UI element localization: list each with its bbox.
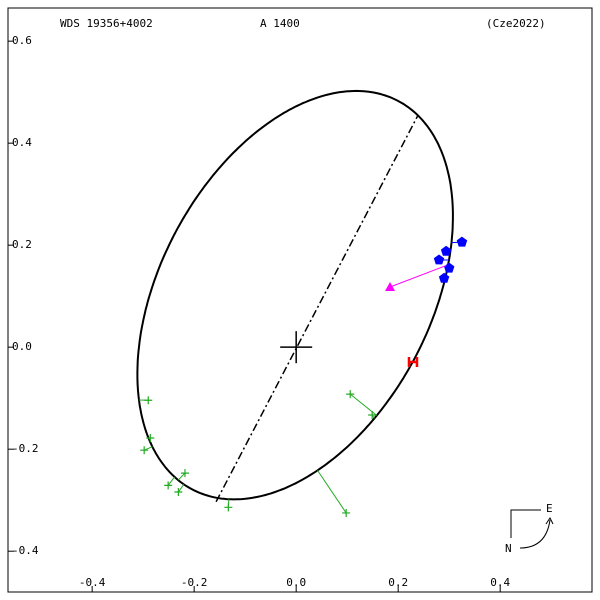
orbit: [136, 89, 454, 501]
residual-line: [167, 476, 175, 486]
cross-marker: [146, 433, 155, 442]
chart-title: WDS 19356+4002: [60, 17, 153, 30]
cross-marker: [342, 508, 351, 517]
pentagon-marker: [444, 262, 455, 273]
y-tick-label: -0.4: [12, 544, 39, 557]
pentagon-marker: [433, 254, 445, 265]
residual-line: [349, 393, 378, 416]
reference: (Cze2022): [486, 17, 546, 30]
residual-line: [177, 472, 186, 481]
cross-marker: [174, 488, 183, 497]
cross-marker: [144, 396, 153, 405]
plot-frame: [7, 7, 593, 593]
compass-north: N: [505, 542, 512, 555]
x-tick-label: 0.2: [388, 576, 408, 589]
cross-marker: [368, 411, 377, 420]
residual-line: [317, 470, 347, 514]
compass: [510, 509, 554, 549]
compass-arrow: [519, 519, 551, 549]
x-tick-label: 0.4: [490, 576, 510, 589]
x-tick-label: 0.0: [286, 576, 306, 589]
residual-line: [177, 484, 185, 493]
pentagon-marker: [456, 236, 468, 247]
cross-marker: [224, 503, 233, 512]
y-tick-label: -0.2: [12, 442, 39, 455]
cross-marker: [164, 481, 173, 490]
pentagon-marker: [440, 245, 452, 256]
triangle-marker: [385, 281, 396, 291]
cross-marker: [140, 446, 149, 455]
compass-arrowhead: [545, 517, 554, 525]
compass-east: E: [546, 502, 553, 515]
motion-arrow: [389, 265, 447, 288]
pentagon-marker: [438, 272, 450, 283]
y-tick-label: 0.2: [12, 238, 32, 251]
chart-subtitle: A 1400: [260, 17, 300, 30]
compass-axes: [510, 509, 541, 538]
line-of-apsides: [215, 114, 419, 503]
h-marker: [407, 356, 419, 367]
x-tick-label: -0.2: [181, 576, 208, 589]
y-tick-label: 0.0: [12, 340, 32, 353]
cross-marker: [180, 469, 189, 478]
y-tick-label: 0.6: [12, 34, 32, 47]
cross-marker: [346, 390, 355, 399]
y-tick-label: 0.4: [12, 136, 32, 149]
x-tick-label: -0.4: [79, 576, 106, 589]
